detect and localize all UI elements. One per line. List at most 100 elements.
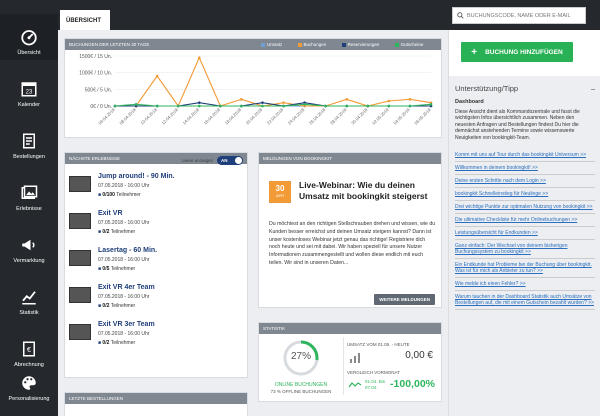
participants-icon: ■ [98, 229, 102, 235]
panel-header: NÄCHSTE ERLEBNISSE [65, 153, 247, 164]
support-link[interactable]: Ganz einfach: Der Wechsel von deinem bis… [455, 240, 595, 260]
support-link[interactable]: Komm mit uns auf Tour durch das bookingk… [455, 149, 595, 163]
add-booking-button[interactable]: + BUCHUNG HINZUFÜGEN [461, 42, 573, 62]
data-point[interactable] [366, 104, 370, 108]
legend-buchungen[interactable]: Buchungen [297, 39, 326, 50]
support-link[interactable]: Ein Endkunde hat Probleme bei der Buchun… [455, 259, 595, 279]
legend-reservierungen[interactable]: Reservierungen [341, 39, 379, 50]
statistics-icon [22, 291, 36, 305]
data-point[interactable] [240, 104, 243, 108]
support-link[interactable]: bookingkit Schnelleinstieg für Neulinge … [455, 188, 595, 202]
data-point[interactable] [429, 103, 433, 106]
more-news-button[interactable]: WEITERE MELDUNGEN [374, 294, 435, 305]
event-item[interactable]: Jump around! - 90 Min. 07.05.2018 - 16:00… [69, 173, 249, 207]
data-point[interactable] [303, 103, 306, 106]
data-point[interactable] [282, 101, 285, 104]
support-link[interactable]: Willkommen in deinem bookingkit! >> [455, 162, 595, 176]
support-link[interactable]: Drei wichtige Punkte zur optimalen Nutzu… [455, 201, 595, 215]
data-point[interactable] [219, 104, 222, 108]
event-title[interactable]: Exit VR 3er Team [98, 321, 155, 328]
toggle-label: Leere anzeigen [181, 158, 213, 163]
data-point[interactable] [345, 98, 349, 101]
data-point[interactable] [155, 74, 159, 78]
data-point[interactable] [113, 104, 117, 108]
event-item[interactable]: Exit VR 4er Team 07.05.2018 - 16:00 Uhr ■ … [69, 284, 249, 318]
y-tick-label: 0€ / 0 Un. [90, 104, 112, 110]
support-link[interactable]: Leistungsübersicht für Endkunden >> [455, 227, 595, 241]
search-placeholder: BUCHUNGSCODE, NAME ODER E-MAIL [467, 12, 571, 19]
nav-item-personalization[interactable]: Personalisierung [0, 362, 58, 406]
x-tick-label: 02.05.2018 [371, 107, 390, 126]
events-title: NÄCHSTE ERLEBNISSE [69, 156, 121, 161]
svg-text:€: € [27, 345, 32, 354]
event-item[interactable]: Exit VR 3er Team 07.05.2018 - 16:00 Uhr ■ … [69, 321, 249, 355]
data-point[interactable] [240, 98, 243, 101]
event-item[interactable]: Exit VR 07.05.2018 - 16:00 Uhr ■ 0/2 Teiln… [69, 210, 249, 244]
data-point[interactable] [282, 104, 285, 108]
nav-item-overview[interactable]: Übersicht [0, 14, 58, 60]
nav-item-label: Personalisierung [8, 396, 50, 402]
event-title[interactable]: Exit VR 4er Team [98, 284, 155, 291]
tab-overview[interactable]: ÜBERSICHT [60, 10, 110, 30]
data-point[interactable] [408, 104, 412, 108]
data-point[interactable] [134, 103, 138, 106]
data-point[interactable] [176, 104, 180, 108]
bookings-chart: 1500€ / 15 Un. 1000€ / 10 Un. 500€ / 5 Un.… [79, 54, 433, 126]
support-link[interactable]: Deine ersten Schritte nach dem Login >> [455, 175, 595, 189]
main-content: BUCHUNGEN DER LETZTEN 30 TAGE Umsatz Buc… [58, 30, 448, 416]
event-participants: ■ 0/2 Teilnehmer [98, 340, 135, 346]
data-point[interactable] [197, 101, 201, 104]
nav-item-calendar[interactable]: 23 Kalender [0, 66, 58, 112]
nav-item-label: Übersicht [17, 50, 41, 56]
data-point[interactable] [155, 104, 159, 108]
news-title[interactable]: Live-Webinar: Wie du deinen Umsatz mit b… [299, 180, 428, 201]
data-point[interactable] [408, 98, 412, 101]
x-tick-label: 12.04.2018 [161, 107, 180, 126]
legend-gutscheine[interactable]: Gutscheine [394, 39, 423, 50]
legend-umsatz[interactable]: Umsatz [261, 39, 282, 50]
plus-icon: + [471, 46, 478, 58]
show-empty-toggle[interactable]: AN [217, 156, 243, 165]
event-date: 07.05.2018 - 16:00 Uhr [98, 183, 150, 189]
event-thumbnail [69, 324, 91, 340]
support-link[interactable]: Die ultimative Checkliste für mehr Onlin… [455, 214, 595, 228]
nav-item-orders[interactable]: Bestellungen [0, 118, 58, 164]
news-body: Du möchtest an den richtigen Stellschrau… [269, 221, 436, 266]
add-booking-label: BUCHUNG HINZUFÜGEN [485, 48, 563, 56]
x-tick-label: 08.04.2018 [118, 107, 137, 126]
x-tick-label: 22.04.2018 [266, 107, 285, 126]
support-link[interactable]: Warum tauchen in der Dashboard Statistik… [455, 291, 595, 311]
offline-bookings-label: 73 % OFFLINE BUCHUNGEN [270, 389, 332, 394]
data-point[interactable] [387, 104, 391, 108]
compare-value: -100,00% [390, 378, 435, 390]
event-title[interactable]: Lasertag - 60 Min. [98, 247, 158, 254]
collapse-icon[interactable]: – [590, 84, 595, 93]
nav-item-marketing[interactable]: Vermarktung [0, 222, 58, 268]
event-item[interactable]: Lasertag - 60 Min. 07.05.2018 - 16:00 Uhr… [69, 247, 249, 281]
data-point[interactable] [197, 56, 201, 59]
data-point[interactable] [345, 104, 349, 108]
online-percent: 27% [290, 351, 311, 362]
support-link[interactable]: Wie melde ich einen Fehler? >> [455, 278, 595, 292]
participant-count: 0/2 [102, 340, 110, 346]
event-title[interactable]: Exit VR [98, 210, 123, 217]
event-thumbnail [69, 287, 91, 303]
nav-item-statistics[interactable]: Statistik [0, 274, 58, 320]
data-point[interactable] [324, 104, 327, 108]
y-tick-label: 1000€ / 10 Un. [79, 71, 112, 77]
y-tick-label: 1500€ / 15 Un. [79, 54, 112, 60]
event-participants: ■ 0/2 Teilnehmer [98, 229, 135, 235]
support-title-row: Unterstützung/Tipp – [455, 84, 595, 93]
x-tick-label: 24.04.2018 [287, 107, 306, 126]
data-point[interactable] [261, 104, 264, 108]
data-point[interactable] [387, 99, 391, 103]
nav-item-label: Erlebnisse [16, 206, 42, 212]
nav-item-billing[interactable]: € Abrechnung [0, 326, 58, 372]
data-point[interactable] [197, 104, 201, 108]
x-tick-label: 06.05.2018 [413, 107, 432, 126]
search-input[interactable]: BUCHUNGSCODE, NAME ODER E-MAIL [452, 7, 586, 24]
event-title[interactable]: Jump around! - 90 Min. [98, 173, 175, 180]
data-point[interactable] [261, 101, 264, 104]
nav-item-experiences[interactable]: Erlebnisse [0, 170, 58, 216]
toggle-state: AN [221, 158, 228, 163]
